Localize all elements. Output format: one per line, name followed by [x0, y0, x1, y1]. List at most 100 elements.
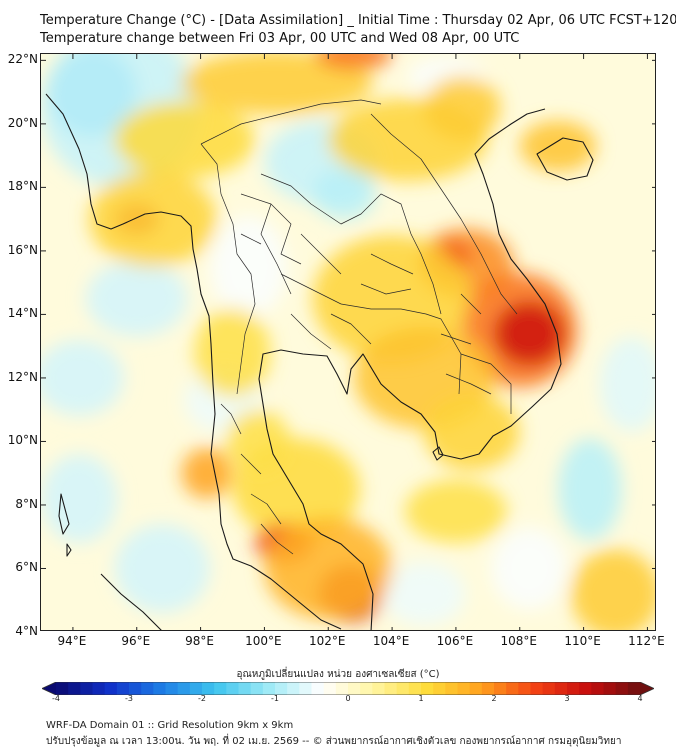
anomaly-blob-37: [570, 549, 655, 630]
colorbar-segment: [104, 682, 118, 695]
colorbar-segment: [481, 682, 495, 695]
colorbar-segment: [250, 682, 264, 695]
colorbar-segment: [518, 682, 531, 695]
lon-tick-label: 104°E: [372, 634, 410, 648]
colorbar-segment: [433, 682, 446, 695]
colorbar-ramp: [41, 681, 655, 696]
colorbar-segment: [323, 682, 337, 695]
colorbar-segment: [287, 682, 300, 695]
anomaly-blob-38: [226, 409, 290, 474]
map-canvas: [41, 54, 655, 630]
temperature-change-map[interactable]: [40, 53, 656, 631]
colorbar: [41, 680, 655, 696]
province-borders: [200, 99, 518, 555]
lon-tick-label: 98°E: [185, 634, 214, 648]
colorbar-tick-label: 2: [491, 694, 497, 703]
lat-tick-label: 4°N: [15, 624, 38, 638]
anomaly-blob-17: [114, 101, 255, 178]
mainland-coastline: [45, 93, 342, 630]
colorbar-segment: [116, 682, 130, 695]
andaman-islands-1: [58, 493, 70, 535]
anomaly-blob-16: [315, 54, 393, 70]
colorbar-segment: [202, 682, 215, 695]
anomaly-blob-7: [558, 438, 622, 540]
update-credit: ปรับปรุงข้อมูล ณ เวลา 13:00น. วัน พฤ. ที…: [46, 736, 622, 747]
andaman-islands-2: [66, 543, 72, 557]
anomaly-blob-35: [264, 517, 393, 620]
colorbar-min-extend: [42, 682, 56, 695]
colorbar-segment: [262, 682, 276, 695]
lat-tick-label: 10°N: [7, 433, 38, 448]
lon-tick-label: 100°E: [245, 634, 282, 648]
colorbar-segment: [92, 682, 106, 695]
colorbar-segment: [603, 682, 617, 695]
colorbar-segment: [226, 682, 239, 695]
colorbar-label: อุณหภูมิเปลี่ยนแปลง หน่วย องศาเซลเซียส (…: [236, 669, 440, 680]
lat-tick-label: 12°N: [7, 369, 38, 384]
colorbar-segment: [189, 682, 203, 695]
hainan-island: [536, 137, 594, 181]
anomaly-blob-36: [404, 479, 507, 544]
anomaly-blob-10: [114, 524, 211, 613]
colorbar-segment: [238, 682, 252, 695]
lon-tick-label: 108°E: [500, 634, 538, 648]
colorbar-tick-label: -1: [271, 694, 279, 703]
colorbar-segment: [469, 682, 483, 695]
colorbar-segment: [384, 682, 398, 695]
lon-tick-label: 112°E: [628, 634, 665, 648]
colorbar-segment: [567, 682, 580, 695]
model-info: WRF-DA Domain 01 :: Grid Resolution 9km …: [46, 720, 294, 731]
colorbar-segment: [153, 682, 166, 695]
colorbar-tick-label: 4: [637, 694, 643, 703]
anomaly-blob-8: [599, 336, 655, 432]
colorbar-segment: [579, 682, 592, 695]
anomaly-blob-5: [41, 339, 124, 417]
gulf-of-thailand-coast: [258, 108, 562, 630]
colorbar-segment: [56, 682, 69, 695]
colorbar-segment: [372, 682, 385, 695]
lon-tick-label: 96°E: [121, 634, 151, 648]
colorbar-segment: [408, 682, 422, 695]
anomaly-blob-19: [88, 171, 217, 267]
colorbar-segment: [554, 682, 568, 695]
lat-tick-label: 16°N: [7, 242, 38, 257]
colorbar-segment: [214, 682, 227, 695]
colorbar-segment: [141, 682, 154, 695]
anomaly-blob-14: [210, 215, 287, 318]
lat-tick-label: 8°N: [15, 496, 38, 511]
anomaly-blob-11: [382, 562, 466, 626]
colorbar-segment: [457, 682, 471, 695]
colorbar-segment: [421, 682, 434, 695]
internal-borders-north: [240, 193, 342, 305]
anomaly-blob-3: [312, 168, 377, 220]
lat-tick-label: 14°N: [7, 306, 38, 321]
lat-tick-label: 18°N: [7, 179, 38, 194]
colorbar-segment: [177, 682, 191, 695]
map-title: Temperature Change (°C) - [Data Assimila…: [40, 13, 676, 28]
lon-tick-label: 94°E: [57, 634, 87, 648]
anomaly-blob-29: [424, 393, 520, 471]
colorbar-segment: [275, 682, 288, 695]
colorbar-segment: [360, 682, 373, 695]
lat-tick-label: 20°N: [7, 115, 38, 130]
phu-quoc-island: [432, 446, 444, 461]
internal-borders-northeast: [290, 253, 414, 350]
colorbar-segment: [591, 682, 604, 695]
myanmar-thailand-border: [200, 143, 256, 395]
colorbar-segment: [445, 682, 458, 695]
cambodia-vietnam-border: [460, 353, 512, 414]
colorbar-segment: [311, 682, 325, 695]
thailand-laos-border: [260, 173, 442, 315]
sumatra-coast: [100, 573, 162, 630]
colorbar-tick-label: 3: [564, 694, 570, 703]
tick-marks: [41, 54, 655, 630]
anomaly-blob-9: [41, 454, 118, 544]
colorbar-max-extend: [640, 682, 654, 695]
anomaly-blob-30: [194, 308, 271, 397]
colorbar-segment: [68, 682, 81, 695]
colorbar-segment: [542, 682, 556, 695]
colorbar-segment: [530, 682, 544, 695]
coastlines: [45, 93, 594, 630]
anomaly-blob-15: [181, 54, 373, 115]
anomaly-blob-27: [494, 301, 565, 366]
